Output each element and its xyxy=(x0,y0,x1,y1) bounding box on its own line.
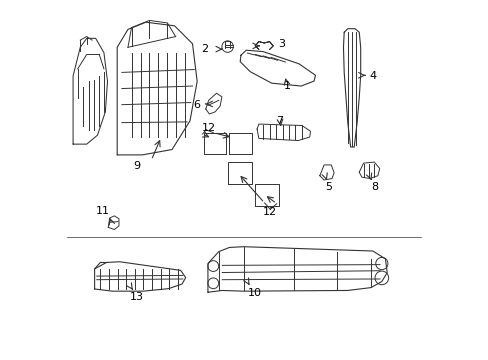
Text: 13: 13 xyxy=(130,292,143,302)
Text: 8: 8 xyxy=(370,182,377,192)
Text: 1: 1 xyxy=(284,81,290,91)
Text: 10: 10 xyxy=(248,288,262,298)
Text: 2: 2 xyxy=(201,44,208,54)
Text: 4: 4 xyxy=(368,71,376,81)
Text: 12: 12 xyxy=(201,123,215,133)
Text: 12: 12 xyxy=(263,207,277,217)
Text: 6: 6 xyxy=(193,100,200,110)
Text: 5: 5 xyxy=(325,182,332,192)
Text: 3: 3 xyxy=(278,40,285,49)
Text: 7: 7 xyxy=(276,116,283,126)
Text: 11: 11 xyxy=(96,206,110,216)
Text: 9: 9 xyxy=(133,161,140,171)
